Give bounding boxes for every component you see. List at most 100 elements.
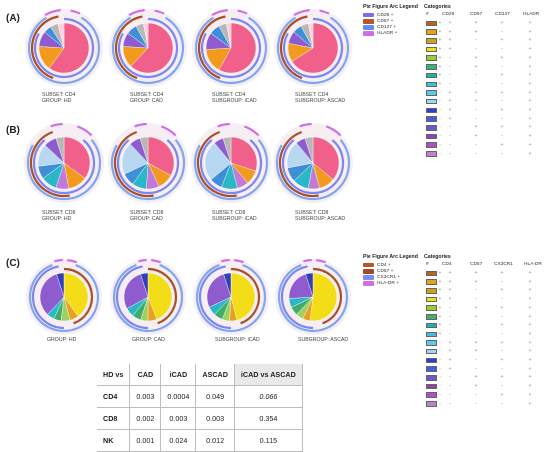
pie-slice [226,22,232,49]
pie-arc [31,265,65,330]
category-row: + + + - + [424,279,548,286]
pie-arc [221,258,230,263]
pie-arc [303,258,312,263]
legend-swatch [363,275,374,280]
category-cell: + [500,374,504,380]
category-cell: + [448,89,452,95]
category-swatch [426,357,437,364]
category-cell: - [439,348,441,354]
pie-arc [76,125,93,137]
category-row: - + - - + [424,366,548,373]
category-row: - - - - + [424,151,548,158]
category-cell: + [448,365,452,371]
categories-title: Categories [424,4,451,10]
category-row: - - + - + [424,133,548,140]
pie-arc [200,17,262,79]
category-cell: + [438,278,442,284]
category-cell: - [475,80,477,86]
row-label: NK [97,429,131,452]
category-cell: + [438,330,442,336]
header-cell: HD vs [97,364,131,386]
pie-arc [33,17,95,79]
category-swatch [426,133,437,140]
pie-caption-b3: SUBSET: CD8 SUBGROUP: iCAD [212,210,257,222]
category-cell: + [448,20,452,25]
caption-line: SUBGROUP: iCAD [212,98,257,104]
category-cell: - [475,357,477,362]
row-label: CD8 [97,407,131,430]
category-cell: - [475,150,477,156]
pie-arc [197,15,226,80]
category-cell: + [528,54,532,60]
caption-line: SUBSET: CD8 [295,210,329,216]
pie-caption-a2: SUBSET: CD4 GROUP: CAD [130,92,163,104]
caption-line: SUBSET: CD8 [42,210,76,216]
category-cell: - [501,278,503,284]
category-cell: + [474,63,478,69]
category-cell: + [500,20,504,25]
col-header: HLA-DR [524,262,542,267]
category-cell: - [439,107,441,112]
pie-slice [291,22,339,74]
category-cell: + [474,20,478,25]
pie-c-1 [26,258,102,335]
arc-legend-item: CD57 + [363,18,418,24]
legend-label: CX3CR1 + [377,274,401,280]
pie-arc [198,265,232,330]
legend-swatch [363,25,374,30]
category-row: - - - + + [424,392,548,399]
category-cell: + [448,348,452,354]
caption-line: GROUP: HD [47,337,77,343]
category-cell: - [475,46,477,52]
pie-arc [113,130,154,198]
pie-slice [218,22,257,74]
pie-c-2 [110,258,186,335]
pie-arc [325,125,342,137]
category-cell: + [474,89,478,95]
category-row: + + - + + [424,37,548,44]
pie-c-3 [193,258,269,335]
category-cell: - [501,63,503,69]
category-row: - + - + + [424,107,548,114]
category-cell: + [474,98,478,104]
category-cell: + [500,287,504,293]
category-row: - - - - + [424,401,548,408]
legend-label: CD127 + [377,24,397,30]
pie-arc [211,9,228,17]
panel-c-letter: (C) [6,258,20,269]
category-cell: + [500,322,504,328]
category-swatch [426,64,437,70]
category-cell: - [439,383,441,389]
col-header: # [426,262,429,267]
table-row: NK 0.001 0.024 0.012 0.115 [97,429,303,452]
legend-label: CD4 + [377,262,391,268]
category-cell: - [439,89,441,95]
pie-arc [279,15,308,80]
category-cell: + [448,296,452,302]
table-cell: 0.003 [160,407,197,430]
pie-arc [282,17,344,79]
category-row: + - - + + [424,322,548,329]
category-cell: - [449,124,451,130]
pie-slice [57,22,65,49]
category-row: + - - - + [424,331,548,338]
category-cell: - [449,374,451,380]
col-header: # [426,12,429,17]
pie-arc [27,16,101,85]
pie-c-4 [275,258,351,335]
table-cell: 0.024 [160,429,197,452]
category-cell: - [475,330,477,336]
table-row: CD8 0.002 0.003 0.003 0.354 [97,407,303,430]
category-cell: - [475,400,477,406]
pie-arc [195,264,267,333]
category-cell: + [474,28,478,34]
category-row: - - + + + [424,374,548,381]
pie-caption-a3: SUBSET: CD4 SUBGROUP: iCAD [212,92,257,104]
category-swatch [426,322,437,329]
pie-b-2 [108,122,188,203]
category-cell: - [439,357,441,362]
category-swatch [426,392,437,398]
category-row: - + + + + [424,90,548,97]
category-swatch [426,375,437,381]
category-cell: + [438,313,442,319]
